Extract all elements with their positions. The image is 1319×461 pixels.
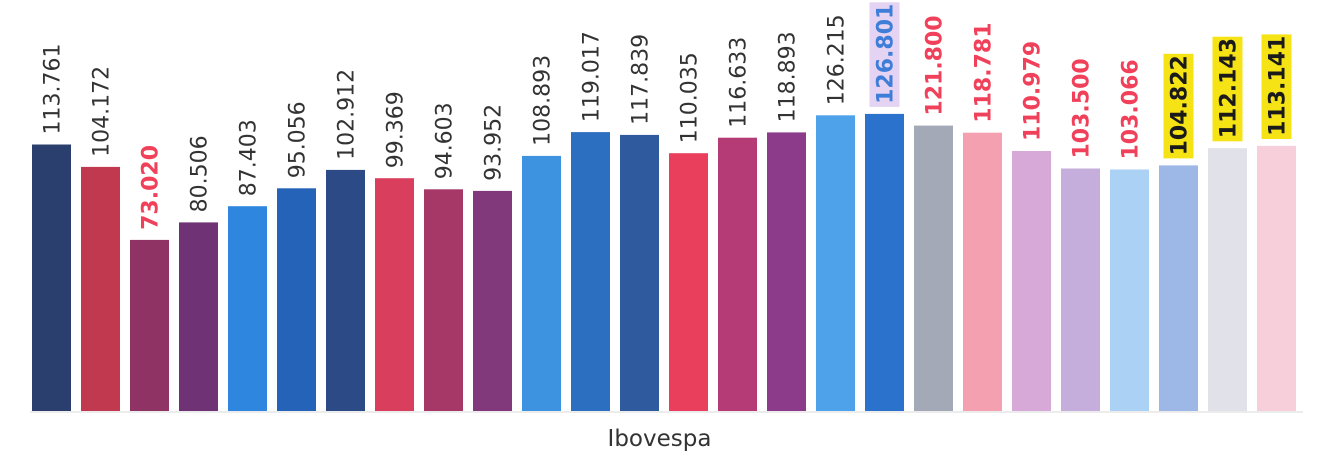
value-label-12: 119.017 [580, 31, 605, 122]
value-label-24: 104.822 [1168, 55, 1193, 155]
bar-11 [522, 155, 561, 411]
value-label-17: 126.215 [825, 14, 850, 105]
value-label-5: 87.403 [237, 119, 262, 196]
bar-24 [1159, 165, 1198, 411]
value-label-highlight-26 [1261, 34, 1292, 139]
value-label-4: 80.506 [188, 135, 213, 212]
value-label-11: 108.893 [531, 55, 556, 146]
bar-6 [277, 188, 316, 411]
bar-18 [865, 113, 904, 412]
value-label-8: 99.369 [384, 91, 409, 168]
bar-12 [571, 132, 610, 411]
bar-7 [326, 169, 365, 411]
bar-8 [375, 178, 414, 411]
bar-5 [228, 206, 267, 411]
bar-3 [130, 239, 169, 411]
bar-4 [179, 222, 218, 411]
bar-16 [767, 132, 806, 411]
bar-26 [1257, 145, 1296, 411]
value-label-15: 116.633 [727, 37, 752, 128]
bar-25 [1208, 148, 1247, 411]
value-label-9: 94.603 [433, 102, 458, 179]
value-label-21: 110.979 [1021, 41, 1046, 141]
value-label-7: 102.912 [335, 69, 360, 160]
bar-10 [473, 190, 512, 411]
value-label-3: 73.020 [139, 145, 164, 230]
value-labels-layer: 113.761 104.172 73.020 80.506 87.403 95.056 10… [41, 2, 1292, 230]
bar-17 [816, 115, 855, 412]
value-label-1: 113.761 [41, 44, 66, 135]
value-label-2: 104.172 [90, 66, 115, 157]
value-label-19: 121.800 [923, 15, 948, 115]
bar-1 [32, 144, 71, 411]
bar-13 [620, 134, 659, 411]
value-label-14: 110.035 [678, 52, 703, 143]
value-label-26: 113.141 [1266, 36, 1291, 136]
value-label-highlight-18 [869, 2, 900, 107]
bar-19 [914, 125, 953, 411]
bar-21 [1012, 151, 1051, 411]
value-label-16: 118.893 [776, 31, 801, 122]
value-label-13: 117.839 [629, 34, 654, 125]
bar-2 [81, 166, 120, 411]
value-label-20: 118.781 [972, 22, 997, 122]
value-label-25: 112.143 [1217, 38, 1242, 138]
bar-22 [1061, 168, 1100, 411]
value-label-22: 103.500 [1070, 58, 1095, 158]
x-axis-label: Ibovespa [607, 426, 712, 452]
bars-layer [32, 113, 1296, 412]
value-label-18: 126.801 [874, 4, 899, 104]
bar-23 [1110, 169, 1149, 411]
bar-9 [424, 189, 463, 411]
bar-20 [963, 132, 1002, 411]
value-label-highlight-25 [1212, 36, 1243, 142]
value-label-6: 95.056 [286, 101, 311, 178]
bar-14 [669, 153, 708, 411]
bar-15 [718, 137, 757, 411]
value-label-highlight-24 [1163, 53, 1194, 159]
value-label-23: 103.066 [1119, 59, 1144, 159]
value-label-10: 93.952 [482, 104, 507, 181]
